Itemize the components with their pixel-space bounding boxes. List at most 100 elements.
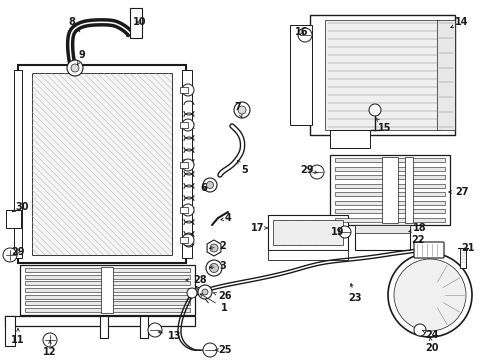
FancyBboxPatch shape: [414, 242, 444, 258]
Text: 25: 25: [216, 345, 232, 355]
Bar: [310, 15, 455, 135]
Bar: [180, 237, 188, 243]
Text: 2: 2: [210, 241, 226, 251]
Bar: [415, 243, 443, 257]
Circle shape: [298, 28, 312, 42]
Text: 17: 17: [251, 223, 268, 233]
Bar: [25, 275, 190, 279]
Bar: [180, 122, 188, 128]
Text: 29: 29: [300, 165, 317, 175]
Bar: [25, 301, 190, 305]
Bar: [20, 265, 195, 315]
Circle shape: [198, 285, 212, 299]
Bar: [32, 73, 172, 255]
Bar: [330, 155, 450, 225]
Text: 5: 5: [237, 160, 248, 175]
Circle shape: [234, 102, 250, 118]
Bar: [180, 207, 188, 213]
Text: 7: 7: [235, 102, 242, 117]
Bar: [180, 162, 188, 168]
Text: 9: 9: [77, 50, 85, 65]
Circle shape: [3, 248, 17, 262]
Text: 13: 13: [159, 331, 182, 341]
Bar: [18, 65, 186, 263]
Circle shape: [71, 64, 79, 72]
Text: 28: 28: [186, 275, 207, 285]
Circle shape: [339, 226, 351, 238]
Circle shape: [43, 333, 57, 347]
Bar: [25, 281, 190, 285]
Text: 30: 30: [12, 202, 29, 212]
Circle shape: [182, 119, 194, 131]
Text: 14: 14: [451, 17, 469, 28]
Bar: [325, 20, 440, 130]
Bar: [140, 316, 148, 338]
Circle shape: [203, 178, 217, 192]
Bar: [6, 210, 21, 228]
Text: 4: 4: [221, 213, 231, 223]
Bar: [14, 70, 22, 258]
Bar: [25, 288, 190, 292]
Bar: [273, 220, 343, 245]
Bar: [290, 25, 312, 125]
Text: 6: 6: [200, 183, 207, 193]
Text: 12: 12: [43, 341, 57, 357]
Bar: [335, 192, 445, 196]
Bar: [355, 225, 410, 250]
Circle shape: [182, 84, 194, 96]
Text: 3: 3: [210, 261, 226, 271]
Circle shape: [206, 181, 214, 189]
Bar: [5, 316, 195, 326]
Bar: [180, 87, 188, 93]
Text: 11: 11: [11, 329, 25, 345]
Bar: [268, 250, 348, 260]
Bar: [335, 158, 445, 162]
Circle shape: [388, 253, 472, 337]
Circle shape: [202, 289, 208, 295]
Bar: [101, 267, 113, 313]
Text: 20: 20: [425, 337, 439, 353]
Bar: [335, 218, 445, 222]
Text: 18: 18: [409, 223, 427, 233]
Circle shape: [182, 159, 194, 171]
Circle shape: [187, 288, 197, 298]
Bar: [335, 201, 445, 205]
Text: 23: 23: [348, 284, 362, 303]
Bar: [335, 184, 445, 188]
Text: 27: 27: [449, 187, 469, 197]
Bar: [130, 8, 142, 38]
Circle shape: [148, 323, 162, 337]
Text: 1: 1: [200, 294, 227, 313]
Bar: [25, 295, 190, 299]
Circle shape: [210, 264, 219, 273]
Text: 21: 21: [461, 243, 475, 253]
Circle shape: [394, 259, 466, 331]
Bar: [100, 316, 108, 338]
Circle shape: [414, 324, 426, 336]
Circle shape: [203, 343, 217, 357]
Bar: [268, 215, 348, 250]
Circle shape: [310, 165, 324, 179]
Bar: [382, 157, 398, 223]
Bar: [5, 316, 15, 346]
Text: 24: 24: [422, 330, 439, 340]
Text: 22: 22: [411, 235, 425, 245]
Circle shape: [369, 104, 381, 116]
Text: 8: 8: [69, 17, 80, 32]
Bar: [355, 225, 410, 233]
Bar: [460, 248, 466, 268]
Circle shape: [238, 106, 246, 114]
Text: 26: 26: [213, 291, 232, 301]
Circle shape: [67, 60, 83, 76]
Bar: [335, 167, 445, 171]
Bar: [182, 70, 192, 258]
Bar: [405, 157, 413, 223]
Circle shape: [210, 244, 218, 252]
Text: 19: 19: [331, 227, 345, 237]
Text: 10: 10: [133, 17, 147, 27]
Bar: [335, 210, 445, 213]
Bar: [25, 308, 190, 312]
Circle shape: [182, 204, 194, 216]
Bar: [437, 20, 455, 130]
Text: 16: 16: [295, 27, 309, 37]
